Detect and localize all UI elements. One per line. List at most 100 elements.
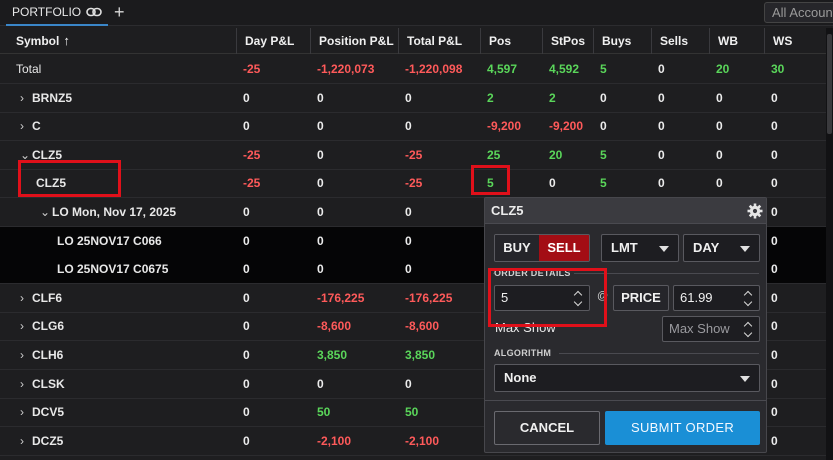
wb-cell: 0 <box>716 148 723 162</box>
max-show-stepper[interactable] <box>743 320 753 338</box>
scrollbar[interactable] <box>826 28 833 460</box>
column-header-pos[interactable]: Pos <box>480 28 542 54</box>
day-pl-cell: 0 <box>243 348 250 362</box>
ws-cell: 0 <box>771 377 778 391</box>
symbol-cell: Total <box>16 55 41 83</box>
ws-cell: 0 <box>771 205 778 219</box>
table-row[interactable]: › DCZ5 0 -2,100 -2,100 0 <box>0 427 826 456</box>
table-row[interactable]: CLZ5 -25 0 -25 5 0 5 0 0 0 <box>0 169 826 198</box>
ws-cell: 0 <box>771 405 778 419</box>
max-show-label: Max Show <box>495 320 556 335</box>
table-row-total[interactable]: Total -25 -1,220,073 -1,220,098 4,597 4,592 5 0… <box>0 55 826 84</box>
chevron-right-icon[interactable]: › <box>20 319 24 333</box>
table-row[interactable]: › CLSK 0 0 0 0 <box>0 370 826 399</box>
wb-cell: 0 <box>716 176 723 190</box>
day-pl-cell: 0 <box>243 262 250 276</box>
order-type-select[interactable]: LMT <box>601 234 679 262</box>
table-row[interactable]: › C 0 0 0 -9,200 -9,200 0 0 0 0 <box>0 112 826 141</box>
quantity-input[interactable]: 5 <box>494 285 590 311</box>
column-header-sells[interactable]: Sells <box>651 28 709 54</box>
symbol-cell: CLZ5 <box>36 169 66 197</box>
account-select[interactable]: All Accounts <box>764 2 833 23</box>
symbol-cell: LO 25NOV17 C0675 <box>57 255 168 283</box>
symbol-label: LO 25NOV17 C066 <box>57 234 162 248</box>
symbol-label: DCV5 <box>32 405 65 419</box>
tab-portfolio[interactable]: PORTFOLIO <box>6 0 109 26</box>
symbol-label: CLG6 <box>32 319 65 333</box>
buys-cell: 0 <box>600 91 607 105</box>
table-header: Symbol ↑ Day P&L Position P&L Total P&L P… <box>0 28 833 54</box>
caret-down-icon <box>740 246 750 252</box>
gear-icon[interactable] <box>747 203 763 219</box>
buy-button[interactable]: BUY <box>495 235 539 261</box>
scroll-thumb[interactable] <box>827 34 832 134</box>
column-header-symbol[interactable]: Symbol ↑ <box>0 28 236 54</box>
column-header-ws[interactable]: WS <box>764 28 826 54</box>
algorithm-select[interactable]: None <box>494 364 760 392</box>
link-icon[interactable] <box>86 7 102 17</box>
wb-cell: 0 <box>716 119 723 133</box>
chevron-right-icon[interactable]: › <box>20 291 24 305</box>
column-header-wb[interactable]: WB <box>709 28 764 54</box>
symbol-cell: › CLSK <box>20 370 65 398</box>
price-stepper[interactable] <box>743 289 753 307</box>
column-header-day-pl[interactable]: Day P&L <box>236 28 310 54</box>
sells-cell: 0 <box>658 91 665 105</box>
column-header-buys[interactable]: Buys <box>593 28 651 54</box>
column-header-stpos[interactable]: StPos <box>542 28 593 54</box>
day-pl-cell: 0 <box>243 434 250 448</box>
sells-cell: 0 <box>658 62 665 76</box>
chevron-right-icon[interactable]: › <box>20 434 24 448</box>
column-header-total-pl[interactable]: Total P&L <box>398 28 480 54</box>
column-header-position-pl[interactable]: Position P&L <box>310 28 398 54</box>
day-pl-cell: 0 <box>243 91 250 105</box>
max-show-input[interactable]: Max Show <box>662 316 760 342</box>
cancel-button[interactable]: CANCEL <box>494 411 600 445</box>
pos-cell: 5 <box>487 176 494 190</box>
sell-button[interactable]: SELL <box>539 235 589 261</box>
position-pl-cell: 3,850 <box>317 348 348 362</box>
total-pl-cell: -2,100 <box>405 434 440 448</box>
buys-cell: 5 <box>600 148 607 162</box>
stpos-cell: 2 <box>549 91 556 105</box>
table-row[interactable]: › BRNZ5 0 0 0 2 2 0 0 0 0 <box>0 84 826 113</box>
total-pl-cell: -176,225 <box>405 291 453 305</box>
symbol-label: BRNZ5 <box>32 91 73 105</box>
table-row[interactable]: ⌄ LO Mon, Nov 17, 2025 0 0 0 0 <box>0 198 826 227</box>
at-symbol: @ <box>597 290 609 302</box>
table-row[interactable]: ⌄ CLZ5 -25 0 -25 25 20 5 0 0 0 <box>0 141 826 170</box>
symbol-label: LO Mon, Nov 17, 2025 <box>52 205 177 219</box>
plus-icon[interactable]: + <box>114 2 125 22</box>
table-row[interactable]: › CLF6 0 -176,225 -176,225 0 <box>0 284 826 313</box>
symbol-label: DCZ5 <box>32 434 64 448</box>
price-button[interactable]: PRICE <box>613 285 669 311</box>
chevron-right-icon[interactable]: › <box>20 405 24 419</box>
ws-cell: 0 <box>771 262 778 276</box>
pos-cell: 25 <box>487 148 501 162</box>
ws-cell: 0 <box>771 434 778 448</box>
symbol-cell: › C <box>20 112 41 140</box>
position-pl-cell: 0 <box>317 262 324 276</box>
table-row[interactable]: › CLH6 0 3,850 3,850 0 <box>0 341 826 370</box>
divider <box>485 400 766 401</box>
sells-cell: 0 <box>658 176 665 190</box>
chevron-right-icon[interactable]: › <box>20 377 24 391</box>
table-row[interactable]: › CLG6 0 -8,600 -8,600 0 <box>0 312 826 341</box>
position-pl-cell: 0 <box>317 91 324 105</box>
chevron-right-icon[interactable]: › <box>20 348 24 362</box>
submit-order-button[interactable]: SUBMIT ORDER <box>605 411 760 445</box>
symbol-label: CLH6 <box>32 348 64 362</box>
chevron-right-icon[interactable]: › <box>20 119 24 133</box>
price-input[interactable]: 61.99 <box>673 285 760 311</box>
chevron-right-icon[interactable]: › <box>20 91 24 105</box>
table-row[interactable]: › DCV5 0 50 50 0 <box>0 398 826 427</box>
quantity-stepper[interactable] <box>573 289 583 307</box>
symbol-label: CLZ5 <box>36 176 66 190</box>
pos-cell: -9,200 <box>487 119 522 133</box>
tif-select[interactable]: DAY <box>683 234 760 262</box>
chevron-down-icon[interactable]: ⌄ <box>20 148 31 162</box>
day-pl-cell: 0 <box>243 119 250 133</box>
position-pl-cell: 50 <box>317 405 331 419</box>
symbol-cell: ⌄ CLZ5 <box>20 141 62 169</box>
chevron-down-icon[interactable]: ⌄ <box>40 205 51 219</box>
